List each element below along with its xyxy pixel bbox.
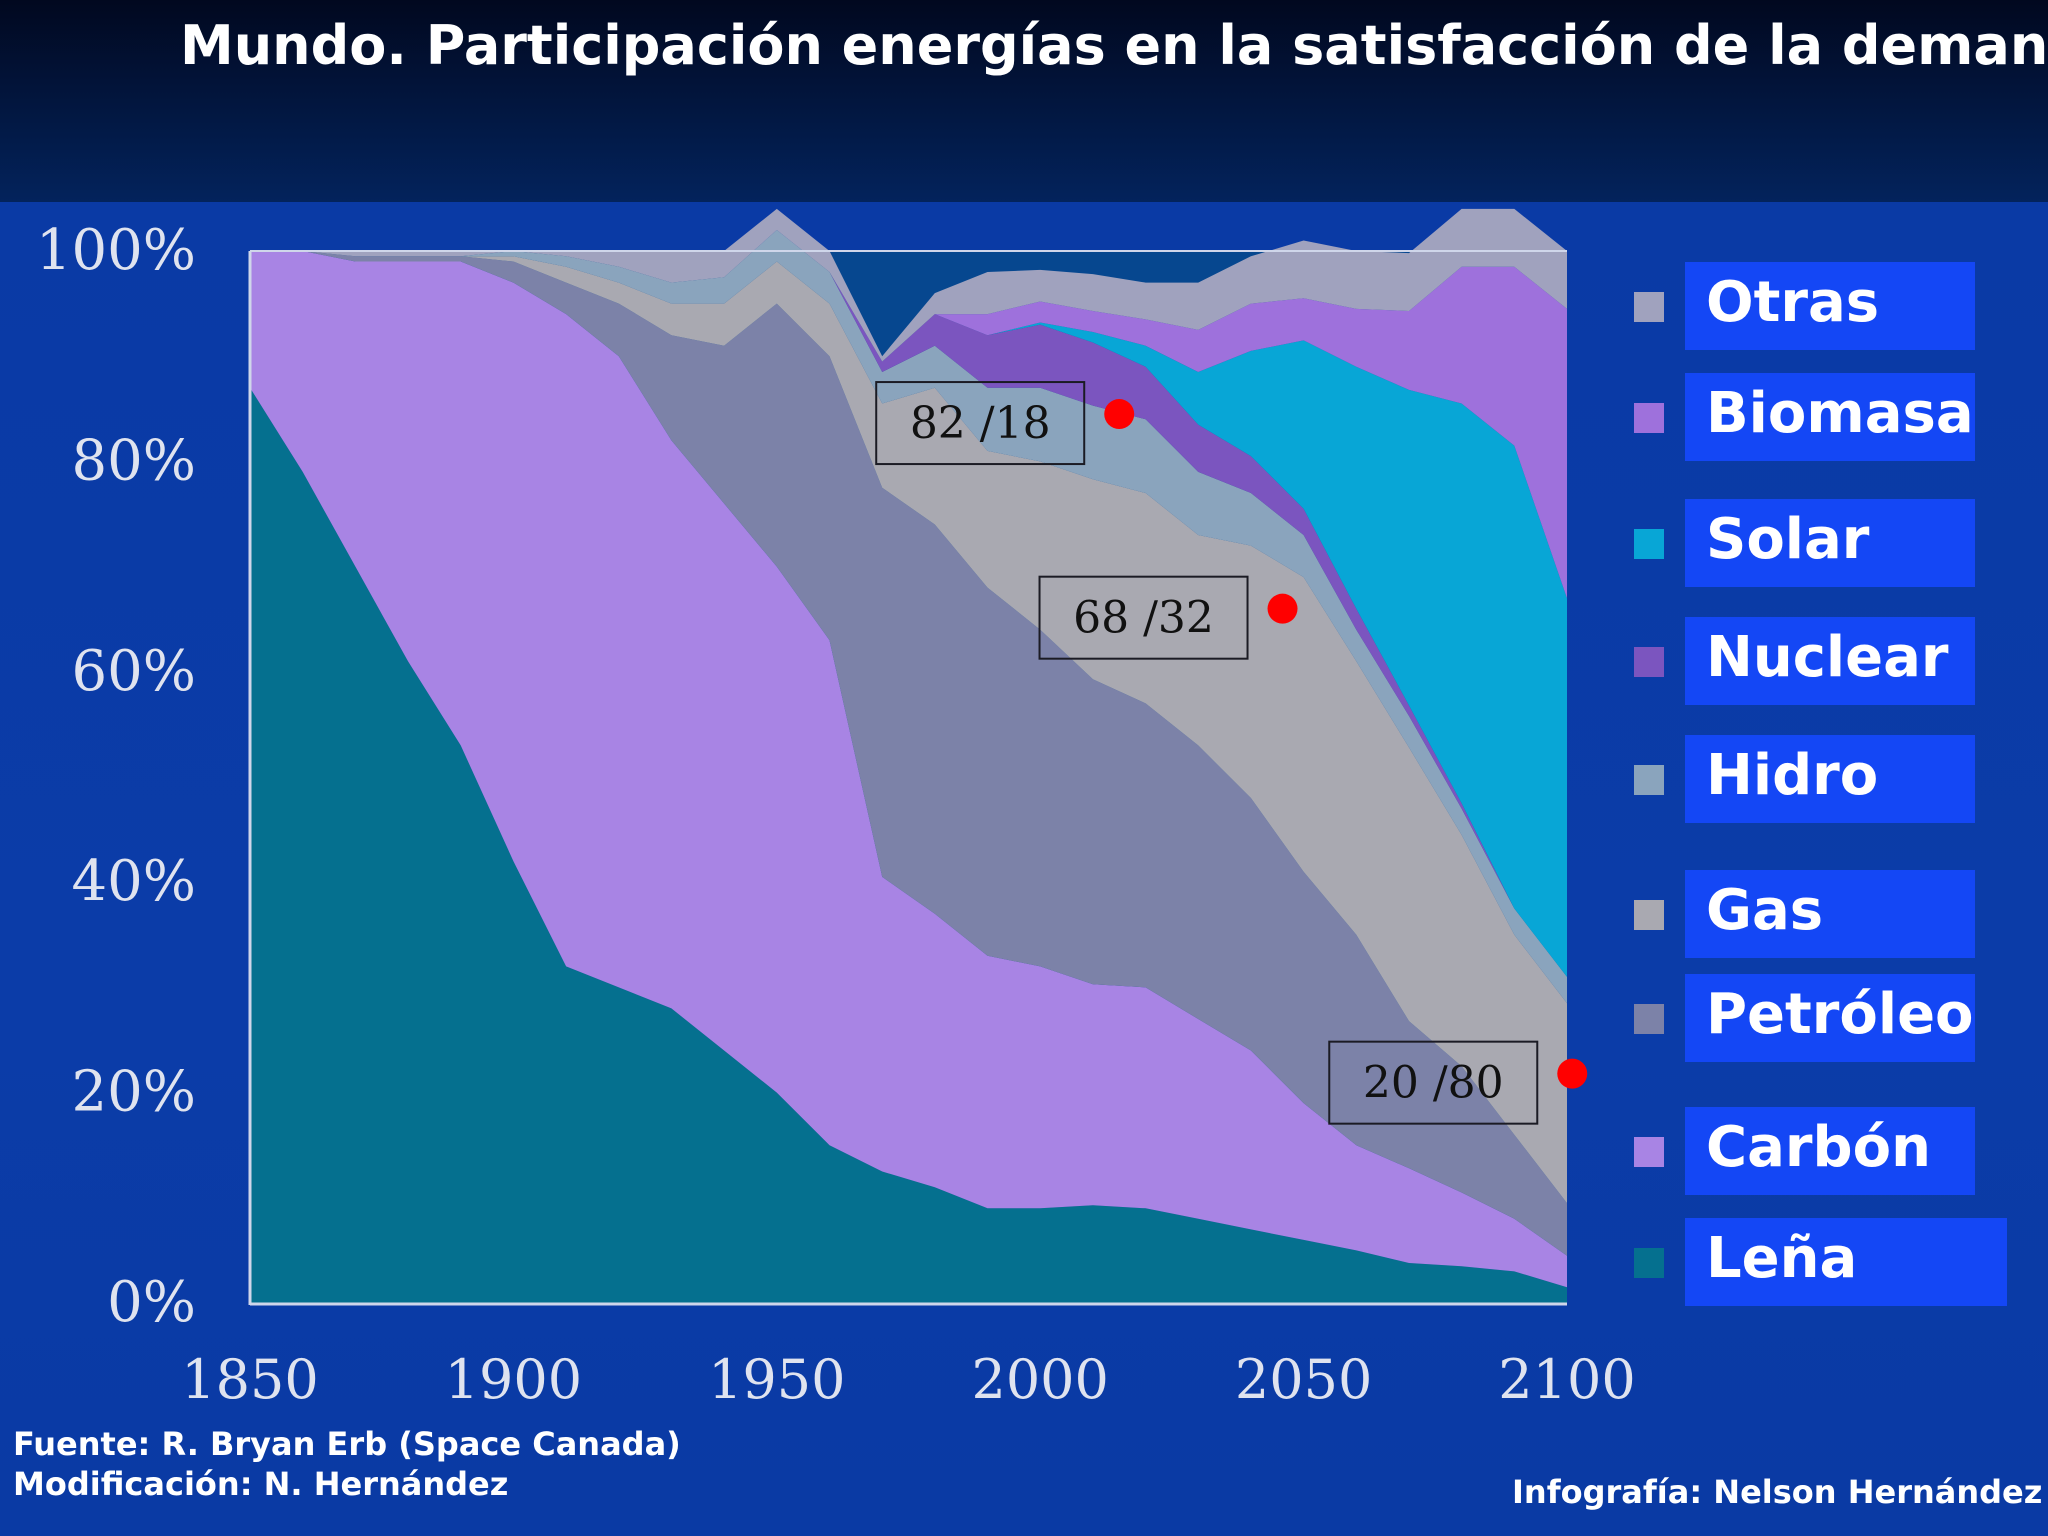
legend-label-box: [1685, 735, 1975, 823]
source-note: Fuente: R. Bryan Erb (Space Canada): [13, 1425, 681, 1463]
legend-label: Gas: [1706, 878, 1824, 943]
legend-label: Solar: [1706, 507, 1870, 572]
legend-swatch: [1634, 765, 1664, 795]
annotation: 82 /18: [875, 381, 1135, 466]
y-tick-label: 20%: [72, 1060, 196, 1125]
x-tick-label: 2050: [1235, 1348, 1372, 1411]
annotation-label: 20 /80: [1363, 1058, 1504, 1109]
legend-label: Biomasa: [1706, 381, 1974, 446]
infographic-credit: Infografía: Nelson Hernández: [1512, 1473, 2043, 1511]
legend-label: Nuclear: [1706, 625, 1949, 690]
legend-label-box: [1685, 262, 1975, 350]
annotation-marker: [1557, 1058, 1588, 1089]
legend-label-box: [1685, 499, 1975, 587]
legend-swatch: [1634, 1248, 1664, 1278]
axes: [248, 250, 1567, 1306]
legend-swatch: [1634, 647, 1664, 677]
x-tick-label: 1900: [445, 1348, 582, 1411]
legend-label: Hidro: [1706, 743, 1879, 808]
x-tick-label: 2000: [971, 1348, 1108, 1411]
y-tick-label: 80%: [72, 428, 196, 493]
area-petroleo: [250, 251, 1567, 1256]
area-layers: [250, 208, 1567, 1303]
y-tick-label: 40%: [72, 849, 196, 914]
legend-swatch: [1634, 292, 1664, 322]
annotation: 68 /32: [1038, 575, 1298, 660]
annotation: 20 /80: [1328, 1040, 1588, 1125]
annotation-marker: [1104, 399, 1135, 430]
annotations: 82 /18 68 /32 20 /80: [875, 381, 1588, 1125]
annotation-label: 68 /32: [1073, 593, 1214, 644]
area-lena: [250, 387, 1567, 1303]
area-hidro: [250, 230, 1567, 1004]
legend-label-box: [1685, 617, 1975, 705]
area-biomasa: [250, 230, 1567, 599]
area-gas: [250, 251, 1567, 1204]
legend-label: Carbón: [1706, 1115, 1931, 1180]
y-tick-label: 0%: [107, 1270, 196, 1335]
y-axis-ticks: 0% 20% 40% 60% 80% 100%: [36, 218, 196, 1335]
x-tick-label: 1950: [708, 1348, 845, 1411]
legend-swatch: [1634, 403, 1664, 433]
page-title: Mundo. Participación energías en la sati…: [180, 14, 2048, 77]
annotation-label: 82 /18: [910, 398, 1051, 449]
annotation-box: [1038, 575, 1249, 660]
legend-label: Leña: [1706, 1226, 1858, 1291]
legend-label-box: [1685, 373, 1975, 461]
legend-swatch: [1634, 529, 1664, 559]
legend-swatch: [1634, 1004, 1664, 1034]
annotation-box: [875, 381, 1086, 466]
x-tick-label: 2100: [1498, 1348, 1635, 1411]
area-otras: [250, 208, 1567, 362]
area-solar: [250, 230, 1567, 977]
legend-swatch: [1634, 1137, 1664, 1167]
legend-label-box: [1685, 1218, 2007, 1306]
legend-label: Petróleo: [1706, 982, 1974, 1047]
modification-note: Modificación: N. Hernández: [13, 1465, 509, 1503]
legend-label: Otras: [1706, 270, 1880, 335]
annotation-marker: [1267, 593, 1298, 624]
x-tick-label: 1850: [181, 1348, 318, 1411]
area-carbon: [250, 251, 1567, 1288]
y-tick-label: 100%: [36, 218, 196, 283]
legend-label-box: [1685, 1107, 1975, 1195]
y-tick-label: 60%: [72, 639, 196, 704]
x-axis-ticks: 1850 1900 1950 2000 2050 2100: [181, 1348, 1635, 1411]
legend-label-box: [1685, 974, 1975, 1062]
annotation-box: [1328, 1040, 1539, 1125]
header-background: [0, 0, 2048, 202]
legend-swatch: [1634, 900, 1664, 930]
legend-label-box: [1685, 870, 1975, 958]
